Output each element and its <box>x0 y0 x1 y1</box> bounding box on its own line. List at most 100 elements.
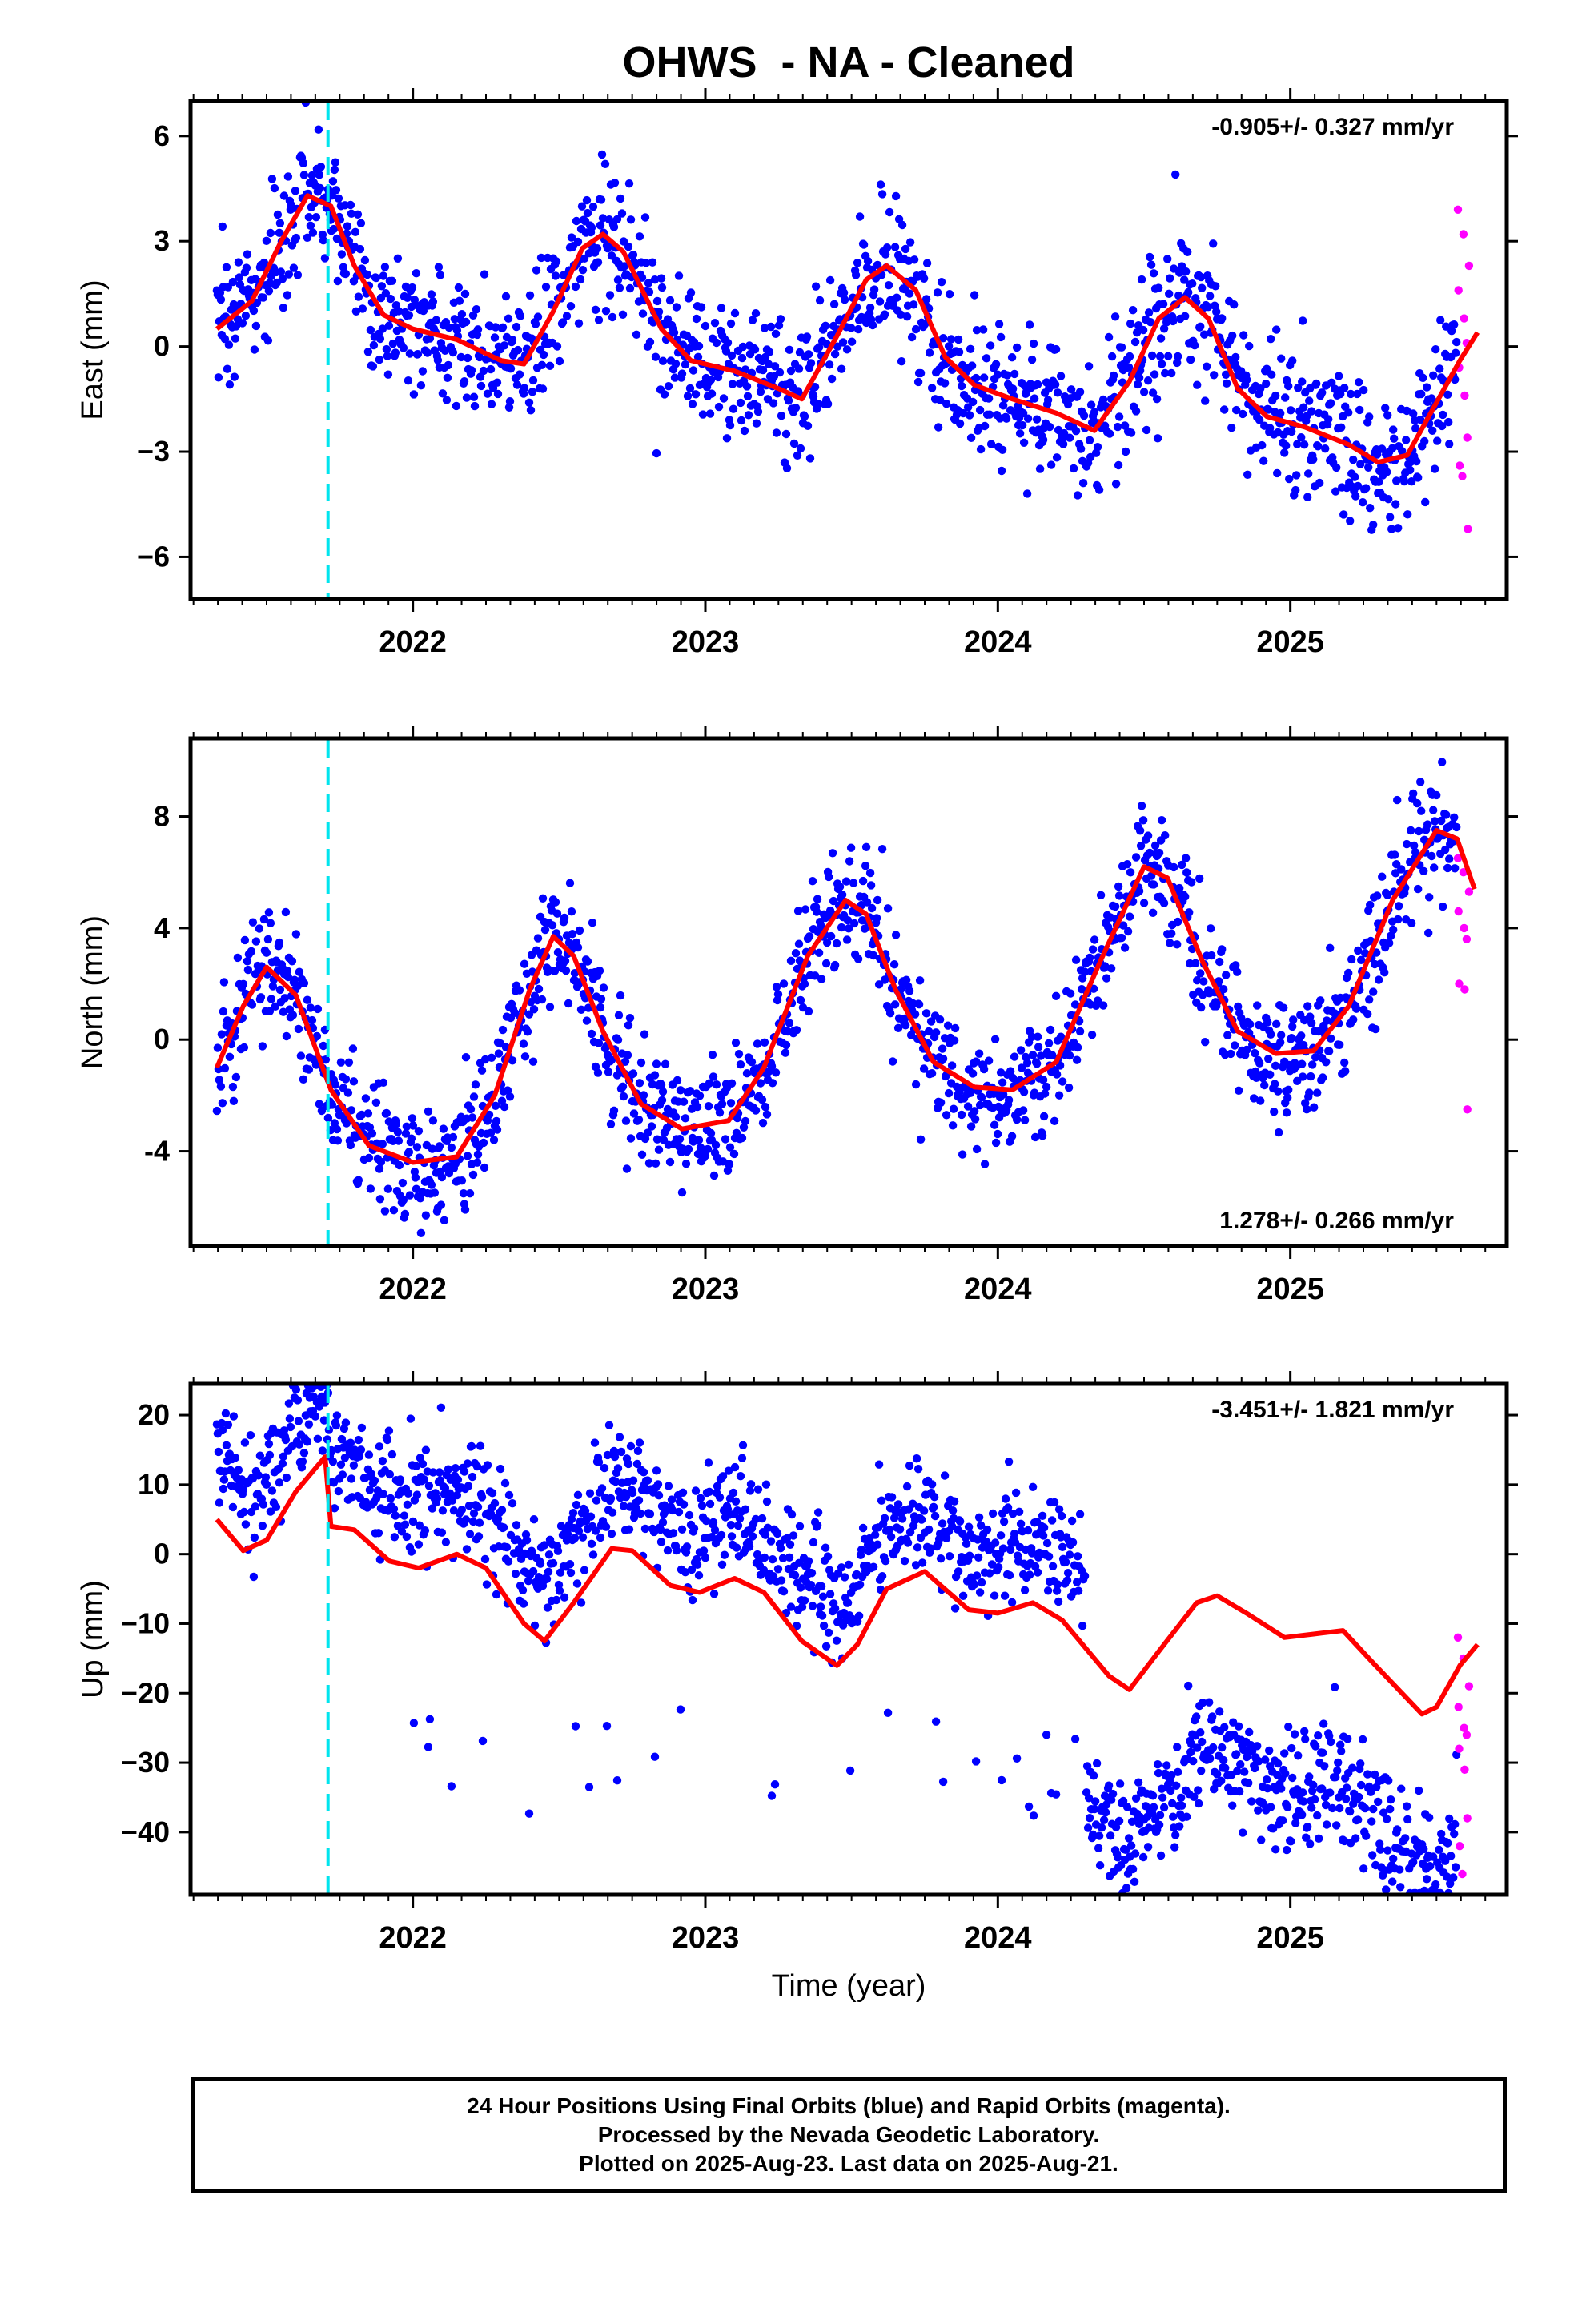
final-point <box>267 175 277 183</box>
final-point <box>1299 1797 1308 1806</box>
final-point <box>411 1173 420 1182</box>
final-point <box>949 1104 958 1113</box>
final-point <box>656 1538 666 1546</box>
final-point <box>830 960 840 970</box>
final-point <box>854 1611 864 1621</box>
final-point <box>685 384 695 393</box>
final-point <box>311 213 321 222</box>
final-point <box>913 377 923 387</box>
final-point <box>436 1476 445 1485</box>
final-point <box>648 258 657 267</box>
final-point <box>958 1591 968 1601</box>
final-point <box>1019 438 1029 447</box>
final-point <box>1175 883 1184 893</box>
final-point <box>1036 1051 1046 1060</box>
final-point <box>736 398 745 408</box>
final-point <box>383 352 392 360</box>
final-point <box>653 1480 663 1489</box>
final-point <box>1322 1058 1331 1067</box>
final-point <box>644 287 654 296</box>
final-point <box>1283 1845 1291 1855</box>
final-point <box>333 1136 343 1145</box>
final-point <box>1383 1815 1391 1823</box>
final-point <box>1221 1763 1230 1772</box>
final-point <box>1196 969 1205 978</box>
final-point <box>736 1472 745 1481</box>
final-point <box>448 1132 458 1142</box>
final-point <box>231 1072 241 1082</box>
final-point <box>622 1164 632 1173</box>
final-point <box>1206 292 1215 300</box>
final-point <box>1394 915 1403 924</box>
final-point <box>233 953 243 963</box>
final-point <box>1267 1030 1275 1039</box>
final-point <box>764 360 773 368</box>
final-point <box>640 1030 649 1039</box>
final-point <box>921 295 931 304</box>
final-point <box>1152 395 1162 404</box>
final-point <box>262 948 271 957</box>
final-point <box>476 372 485 381</box>
final-point <box>710 319 720 328</box>
final-point <box>1400 476 1409 486</box>
rapid-point <box>1456 1842 1464 1851</box>
final-point <box>803 421 813 430</box>
final-point <box>279 1426 289 1435</box>
final-point <box>1046 1025 1055 1035</box>
final-point <box>1447 1852 1456 1860</box>
final-point <box>218 222 227 231</box>
final-point <box>1205 1698 1214 1707</box>
final-point <box>1010 369 1019 379</box>
final-point <box>847 337 857 346</box>
final-point <box>1124 1834 1134 1843</box>
final-point <box>1307 1072 1315 1081</box>
final-point <box>994 320 1004 328</box>
final-point <box>1115 1779 1125 1788</box>
final-point <box>1271 391 1280 400</box>
final-point <box>813 400 823 408</box>
final-point <box>1331 487 1340 496</box>
plot-frame <box>188 99 1509 601</box>
final-point <box>573 943 583 952</box>
final-point <box>1302 1833 1311 1842</box>
final-point <box>1199 1699 1207 1707</box>
final-point <box>765 348 774 356</box>
final-point <box>998 401 1008 410</box>
final-point <box>734 1050 744 1059</box>
final-point <box>473 325 483 334</box>
final-point <box>291 930 301 939</box>
final-point <box>733 1521 743 1530</box>
final-point <box>641 259 651 267</box>
final-point <box>652 1466 661 1475</box>
final-point <box>433 356 443 364</box>
final-point <box>1161 368 1170 378</box>
final-point <box>640 213 650 222</box>
final-point <box>396 1475 405 1484</box>
final-point <box>1298 377 1307 386</box>
final-point <box>304 1420 314 1429</box>
final-point <box>288 1011 298 1019</box>
final-point <box>1143 376 1153 385</box>
final-point <box>729 404 738 413</box>
final-point <box>694 1571 704 1580</box>
final-point <box>592 244 602 253</box>
final-point <box>861 842 871 852</box>
final-point <box>250 1533 259 1542</box>
final-point <box>243 957 252 966</box>
final-point <box>880 1514 889 1523</box>
final-point <box>715 1108 725 1117</box>
final-point <box>1085 953 1094 963</box>
final-point <box>701 1516 711 1526</box>
final-point <box>1065 1051 1074 1060</box>
final-point <box>1034 1043 1043 1051</box>
rapid-point <box>1455 1744 1464 1753</box>
final-point <box>1402 436 1411 444</box>
final-point <box>1170 1843 1179 1852</box>
final-point <box>452 1490 462 1500</box>
final-point <box>524 398 534 407</box>
final-point <box>251 1502 260 1511</box>
final-point <box>404 311 414 320</box>
final-point <box>938 1519 947 1528</box>
final-point <box>675 1135 685 1144</box>
final-point <box>853 259 862 267</box>
